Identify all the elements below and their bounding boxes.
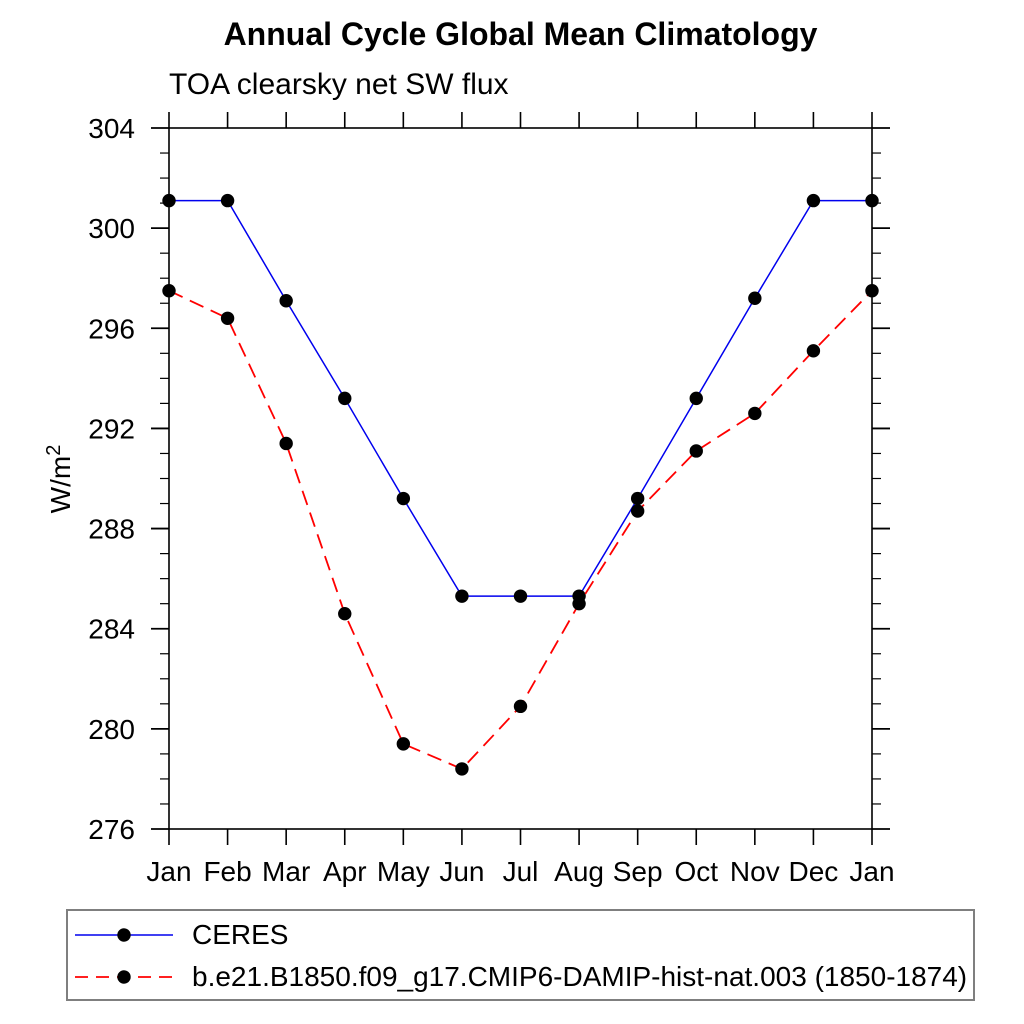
data-point-0-Jan <box>162 193 176 208</box>
legend-sample-dashed <box>75 970 173 984</box>
y-tick-label: 296 <box>88 313 135 344</box>
x-tick-label: Jan <box>849 856 894 887</box>
chart-title: Annual Cycle Global Mean Climatology <box>223 16 818 52</box>
data-point-0-Sep <box>630 491 645 506</box>
x-tick-label: Nov <box>730 856 780 887</box>
data-point-1-Jan <box>162 284 176 298</box>
data-point-1-Aug <box>572 596 586 611</box>
data-point-0-Oct <box>689 391 703 406</box>
data-point-0-Jun <box>455 589 469 603</box>
y-tick-label: 300 <box>88 213 135 244</box>
x-tick-label: Aug <box>554 856 604 887</box>
data-point-0-Dec <box>806 193 821 208</box>
x-tick-label: Jul <box>503 856 539 887</box>
y-tick-label: 304 <box>88 113 135 144</box>
legend-label-model: b.e21.B1850.f09_g17.CMIP6-DAMIP-hist-nat… <box>192 961 968 992</box>
x-tick-label: Dec <box>789 856 839 887</box>
data-point-0-Jul <box>513 589 528 603</box>
legend-marker-icon <box>117 970 131 984</box>
x-tick-label: Jun <box>439 856 484 887</box>
x-tick-label: May <box>377 856 430 887</box>
data-point-0-Mar <box>279 294 293 308</box>
x-tick-label: Sep <box>613 856 663 887</box>
x-tick-label: Jan <box>146 856 191 887</box>
legend-sample-solid <box>75 928 173 942</box>
data-point-1-Jun <box>455 762 469 776</box>
y-tick-label: 280 <box>88 714 135 745</box>
data-point-1-Oct <box>689 444 703 458</box>
legend-label-ceres: CERES <box>192 919 289 950</box>
data-point-1-Sep <box>630 504 645 518</box>
x-tick-label: Apr <box>323 856 367 887</box>
legend-box: CERES b.e21.B1850.f09_g17.CMIP6-DAMIP-hi… <box>66 909 975 1001</box>
y-tick-label: 284 <box>88 614 135 645</box>
y-tick-label: 288 <box>88 514 135 545</box>
series-line-0 <box>169 199 872 597</box>
legend-item-model: b.e21.B1850.f09_g17.CMIP6-DAMIP-hist-nat… <box>74 959 973 995</box>
y-tick-label: 276 <box>88 814 135 845</box>
data-point-1-Feb <box>220 311 235 325</box>
data-point-1-Nov <box>748 406 762 421</box>
data-point-1-Dec <box>806 344 821 358</box>
data-point-0-Feb <box>220 193 235 208</box>
y-tick-label: 292 <box>88 413 135 444</box>
data-point-1-May <box>396 737 411 751</box>
series-line-1 <box>168 289 873 770</box>
x-tick-label: Oct <box>674 856 718 887</box>
plot-border <box>168 127 873 830</box>
data-point-1-Mar <box>279 436 293 451</box>
data-point-1-Jul <box>513 699 528 714</box>
x-tick-label: Mar <box>262 856 310 887</box>
data-point-1-Jan <box>865 284 879 298</box>
data-point-0-Jan <box>865 193 879 208</box>
x-tick-label: Feb <box>203 856 251 887</box>
data-point-1-Apr <box>338 606 352 621</box>
data-point-0-Apr <box>338 391 352 406</box>
legend-item-ceres: CERES <box>74 917 973 953</box>
data-point-0-Nov <box>748 291 762 305</box>
data-point-0-May <box>396 491 411 506</box>
chart-subtitle: TOA clearsky net SW flux <box>169 68 509 101</box>
legend-marker-icon <box>117 928 131 942</box>
